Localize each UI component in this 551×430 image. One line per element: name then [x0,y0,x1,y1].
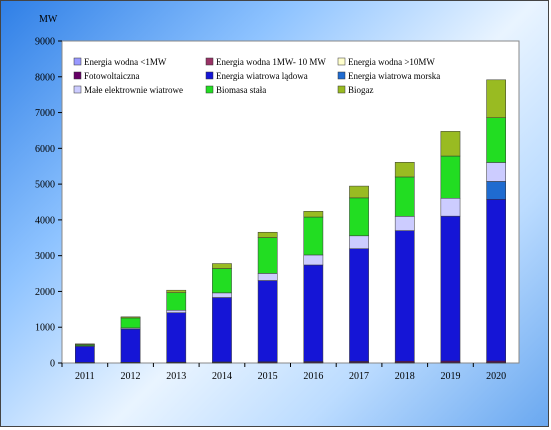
legend-swatch [74,72,81,79]
bar-segment [167,293,186,311]
bar-segment [304,255,323,265]
bar-segment [167,313,186,362]
x-tick-label: 2020 [486,371,506,382]
legend-swatch [206,72,213,79]
bar-segment [487,181,506,199]
legend-swatch [338,86,345,93]
bar-segment [258,238,277,274]
y-tick-label: 2000 [35,287,55,298]
y-tick-label: 7000 [35,108,55,119]
bar-segment [441,156,460,198]
legend-swatch [338,72,345,79]
bar-segment [212,269,231,293]
y-axis: 0 1000 2000 3000 4000 5000 6000 7000 8000 9000 [35,37,62,370]
x-tick-label: 2011 [75,371,95,382]
bar-segment [258,281,277,362]
bar-segment [441,216,460,361]
legend-entry: Biogaz [348,85,374,95]
bar-segment [258,273,277,280]
bar-segment [395,231,414,362]
bar-segment [75,344,94,345]
x-tick-label: 2019 [440,371,460,382]
legend-swatch [206,86,213,93]
legend-swatch [74,58,81,65]
legend-entry: Biomasa stała [216,85,266,95]
bar-segment [121,329,140,362]
legend-swatch [74,86,81,93]
y-axis-unit-label: MW [39,14,58,25]
bar-segment [121,318,140,328]
bar-segment [487,199,506,361]
bar-segment [304,265,323,362]
legend-entry: Fotowoltaiczna [84,71,140,81]
bar-segment [349,186,368,198]
x-tick-label: 2015 [258,371,278,382]
bar-segment [167,310,186,313]
bar-segment [304,211,323,217]
x-tick-label: 2014 [212,371,232,382]
bar-segment [349,198,368,236]
y-tick-label: 9000 [35,37,55,48]
x-tick-label: 2018 [395,371,415,382]
bar-segment [487,118,506,163]
bar-segment [395,177,414,216]
bar-segment [121,317,140,318]
legend-entry: Małe elektrownie wiatrowe [84,85,183,95]
bar-segment [167,290,186,293]
y-tick-label: 8000 [35,72,55,83]
bar-segment [395,162,414,177]
x-tick-label: 2013 [166,371,186,382]
bar-segment [212,298,231,362]
y-tick-label: 5000 [35,180,55,191]
bar-segment [487,80,506,118]
bar-segment [304,217,323,255]
x-tick-label: 2016 [303,371,323,382]
bar-segment [212,264,231,269]
legend-entry: Energia wiatrowa lądowa [216,71,308,81]
bar-segment [75,346,94,362]
x-tick-label: 2017 [349,371,369,382]
legend-swatch [206,58,213,65]
bar-segment [349,236,368,249]
legend-swatch [338,58,345,65]
legend-entry: Energia wiatrowa morska [348,71,440,81]
y-tick-label: 3000 [35,251,55,262]
x-axis: 2011 2012 2013 2014 2015 2016 2017 2018 2019 2020 [62,363,506,382]
bar-segment [441,198,460,216]
y-tick-label: 6000 [35,144,55,155]
bar-segment [487,162,506,181]
legend-entry: Energia wodna <1MW [84,57,167,67]
bar-segment [212,293,231,298]
bar-segment [349,249,368,362]
x-tick-label: 2012 [121,371,141,382]
legend-entry: Energia wodna >10MW [348,57,435,67]
y-tick-label: 1000 [35,323,55,334]
bar-segment [258,232,277,237]
bar-segment [395,216,414,230]
y-tick-label: 0 [50,359,55,370]
bar-segment [441,131,460,156]
legend-entry: Energia wodna 1MW- 10 MW [216,57,326,67]
y-tick-label: 4000 [35,215,55,226]
